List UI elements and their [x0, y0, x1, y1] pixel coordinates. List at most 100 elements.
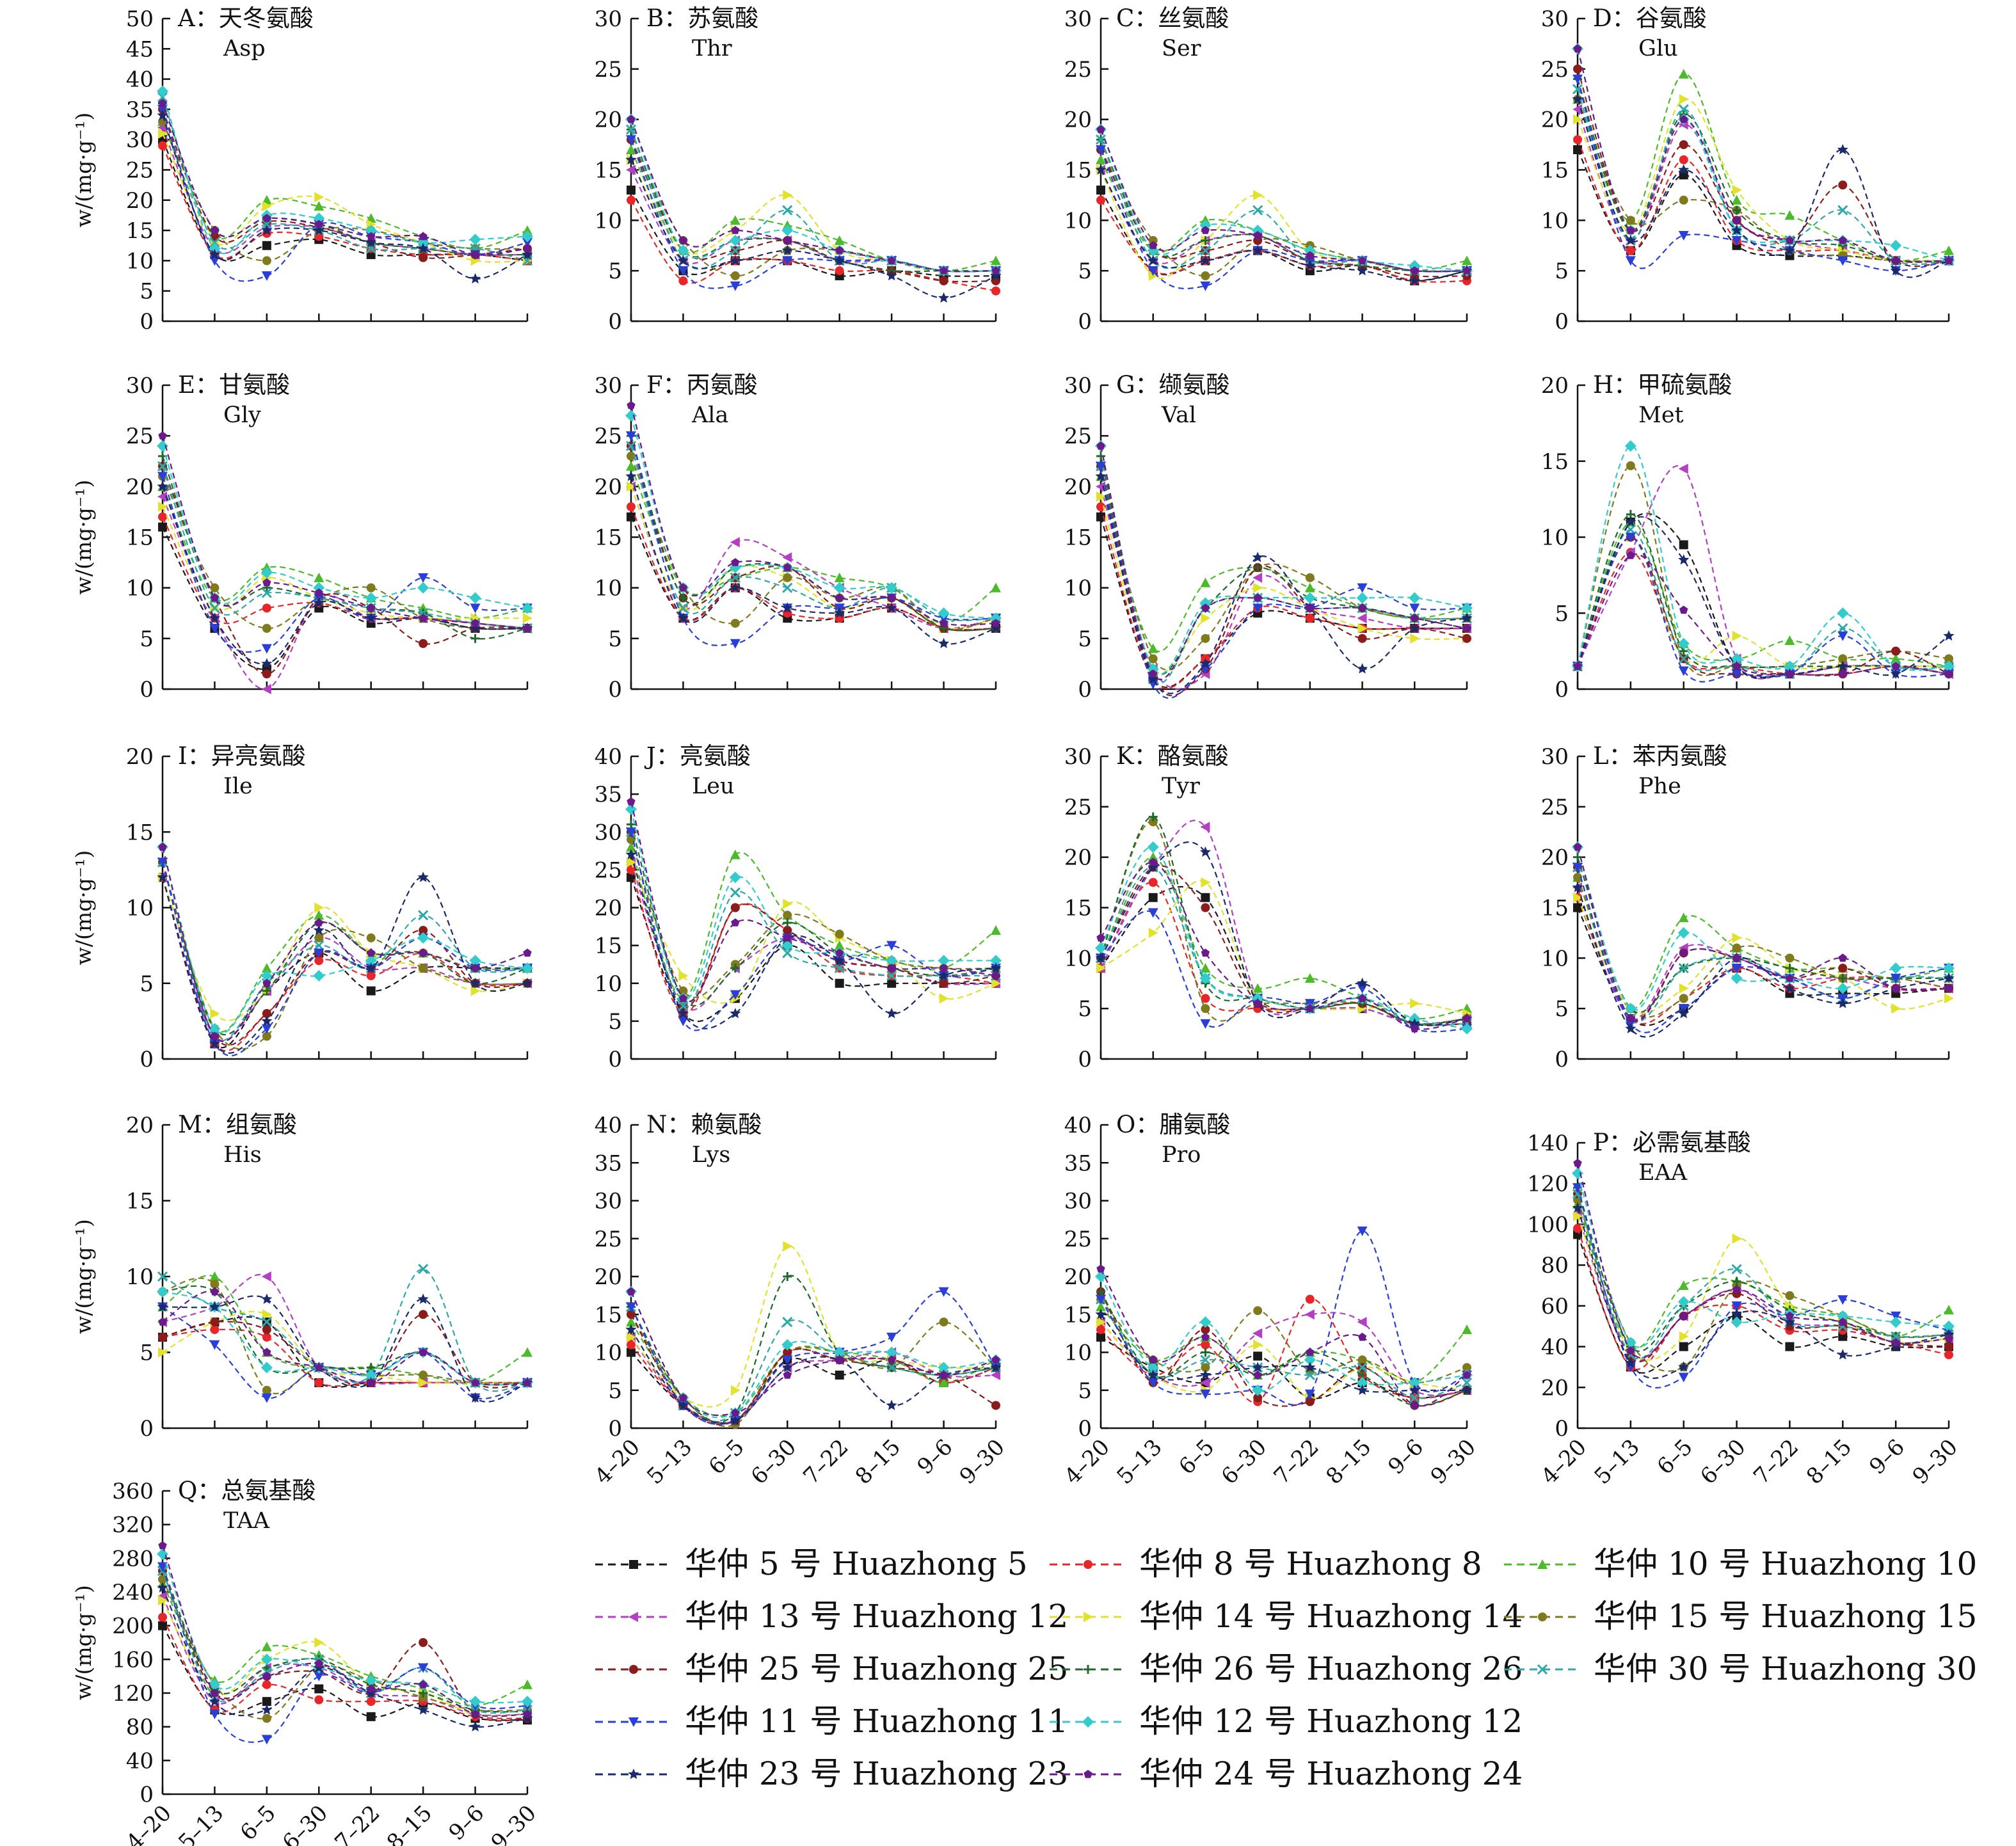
series-line: [162, 1306, 528, 1400]
y-tick-label: 35: [595, 1150, 622, 1176]
data-point: [1785, 1291, 1795, 1300]
y-tick-label: 15: [126, 525, 154, 551]
panel-f: 0 5 10 15 20 25 30 F：丙氨酸 Ala: [595, 371, 1002, 703]
data-point: [1837, 1295, 1848, 1305]
series-line: [1576, 887, 1949, 1021]
data-point: [1253, 582, 1263, 593]
series-line: [630, 1351, 996, 1424]
data-point: [210, 1689, 220, 1697]
y-tick-label: 0: [140, 1047, 154, 1072]
data-point: [470, 250, 480, 259]
data-point: [1410, 614, 1419, 622]
data-point: [1679, 1342, 1688, 1351]
data-point: [157, 1562, 168, 1572]
y-axis-label: w/(mg·g⁻¹): [71, 1219, 96, 1334]
panel-k: 0 5 10 15 20 25 30 K：酪氨酸 Tyr: [1064, 742, 1473, 1072]
series-huazhong-26: [158, 1285, 532, 1387]
series-line: [1100, 129, 1468, 273]
data-point: [1890, 239, 1902, 251]
data-point: [1409, 1017, 1420, 1029]
data-point: [886, 1332, 897, 1342]
data-point: [262, 1714, 271, 1723]
series-line: [162, 1291, 528, 1386]
data-point: [158, 1575, 167, 1584]
legend-marker: [1084, 1770, 1092, 1778]
series-line: [630, 435, 996, 632]
x-tick-label: 9–30: [1908, 1435, 1963, 1490]
y-tick-label: 30: [1541, 6, 1569, 32]
data-point: [1357, 663, 1368, 674]
data-point: [417, 582, 429, 594]
data-point: [730, 1415, 741, 1426]
y-tick-label: 15: [1541, 158, 1569, 184]
series-huazhong-12: [157, 1285, 533, 1388]
data-point: [157, 1301, 168, 1312]
data-point: [939, 1317, 948, 1327]
data-point: [1201, 613, 1211, 624]
legend-label: 华仲 10 号 Huazhong 10: [1594, 1545, 1977, 1582]
series-line: [630, 405, 996, 626]
data-point: [1095, 1309, 1107, 1319]
data-point: [417, 243, 429, 253]
data-point: [1201, 235, 1210, 245]
x-tick-label: 4–20: [590, 1435, 645, 1490]
series-line: [1577, 553, 1949, 676]
data-point: [991, 1355, 1000, 1364]
panel-l: 0 5 10 15 20 25 30 L：苯丙氨酸 Phe: [1541, 742, 1955, 1072]
data-point: [314, 1378, 324, 1387]
series-huazhong-26: [158, 857, 532, 1035]
data-point: [209, 1038, 220, 1049]
data-point: [730, 887, 740, 898]
y-tick-label: 5: [1078, 259, 1092, 284]
data-point: [1944, 245, 1954, 255]
data-point: [1626, 226, 1635, 234]
data-point: [1944, 1333, 1953, 1342]
series-line: [1100, 169, 1468, 273]
series-line: [161, 466, 528, 630]
data-point: [835, 1371, 844, 1380]
data-point: [1252, 244, 1263, 255]
series-huazhong-30: [1572, 862, 1955, 1024]
series-line: [1100, 821, 1468, 1025]
data-point: [158, 502, 168, 512]
data-point: [938, 607, 950, 619]
series-line: [630, 149, 996, 272]
y-tick-label: 15: [126, 218, 154, 244]
data-point: [1678, 104, 1689, 115]
series-line: [630, 456, 996, 630]
data-point: [1462, 1014, 1471, 1022]
data-point: [1732, 1277, 1741, 1286]
data-point: [783, 911, 792, 920]
data-point: [1201, 1332, 1210, 1341]
legend-marker: [1538, 1612, 1547, 1621]
series-huazhong-11: [157, 1302, 532, 1403]
legend-label: 华仲 15 号 Huazhong 15: [1594, 1598, 1977, 1635]
series-line: [1576, 1163, 1949, 1358]
data-point: [626, 431, 636, 442]
data-point: [783, 235, 792, 244]
data-point: [157, 1548, 168, 1560]
data-point: [1678, 230, 1689, 241]
data-point: [1944, 654, 1953, 664]
data-point: [262, 1332, 271, 1342]
data-point: [783, 1371, 792, 1379]
data-point: [1573, 64, 1582, 74]
y-axis-label: w/(mg·g⁻¹): [71, 480, 96, 595]
y-tick-label: 0: [1078, 1047, 1092, 1072]
data-point: [1253, 1351, 1263, 1361]
series-line: [1100, 496, 1468, 674]
series-huazhong-25: [158, 857, 532, 1046]
series-line: [630, 1306, 996, 1422]
data-point: [158, 522, 167, 532]
data-point: [262, 624, 271, 633]
y-tick-label: 5: [140, 279, 154, 305]
data-point: [678, 235, 688, 244]
data-point: [886, 1008, 897, 1019]
data-point: [1409, 1392, 1420, 1403]
data-point: [261, 271, 272, 282]
legend-item: 华仲 30 号 Huazhong 30: [1504, 1650, 1977, 1687]
data-point: [938, 1377, 949, 1387]
data-point: [625, 1323, 637, 1335]
series-line: [1100, 1230, 1468, 1406]
data-point: [729, 871, 741, 884]
